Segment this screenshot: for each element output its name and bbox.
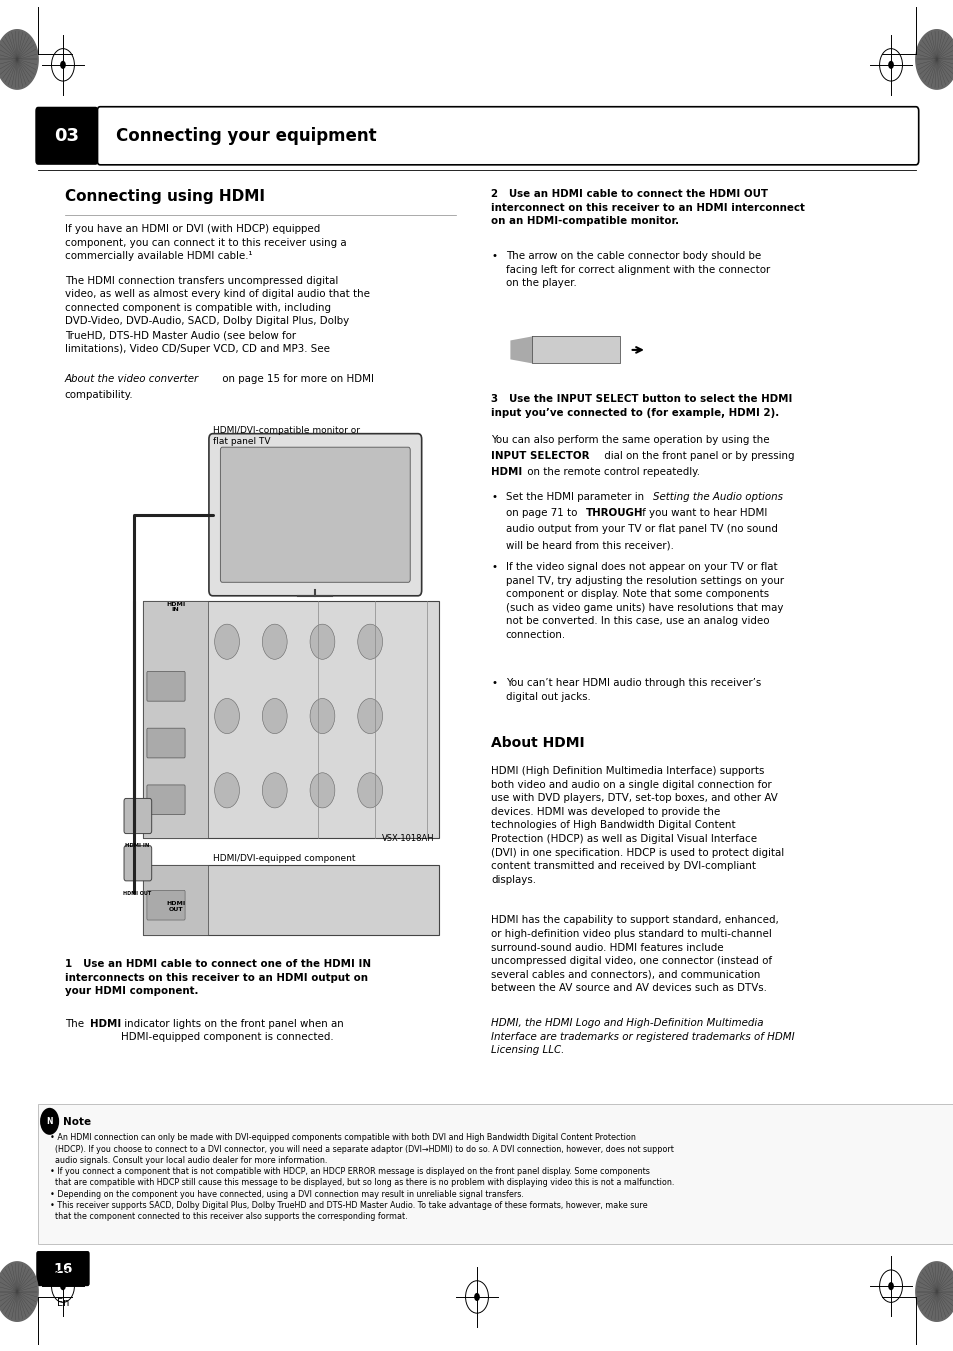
FancyBboxPatch shape <box>124 798 152 834</box>
Text: • If you connect a component that is not compatible with HDCP, an HDCP ERROR mes: • If you connect a component that is not… <box>50 1167 673 1188</box>
Text: HDMI
OUT: HDMI OUT <box>166 901 185 912</box>
Circle shape <box>262 698 287 734</box>
Circle shape <box>214 624 239 659</box>
Polygon shape <box>915 1262 953 1321</box>
FancyBboxPatch shape <box>147 671 185 701</box>
Text: on page 71 to: on page 71 to <box>505 508 579 517</box>
FancyBboxPatch shape <box>143 865 438 935</box>
Circle shape <box>357 773 382 808</box>
Text: 03: 03 <box>54 127 79 145</box>
Text: The HDMI connection transfers uncompressed digital
video, as well as almost ever: The HDMI connection transfers uncompress… <box>65 276 370 354</box>
Text: If the video signal does not appear on your TV or flat
panel TV, try adjusting t: If the video signal does not appear on y… <box>505 562 783 640</box>
Text: will be heard from this receiver).: will be heard from this receiver). <box>505 540 673 550</box>
Circle shape <box>887 1282 893 1290</box>
Circle shape <box>310 698 335 734</box>
Circle shape <box>474 1293 479 1301</box>
Text: if you want to hear HDMI: if you want to hear HDMI <box>636 508 767 517</box>
Text: INPUT SELECTOR: INPUT SELECTOR <box>491 451 589 461</box>
Circle shape <box>887 61 893 69</box>
Text: 2   Use an HDMI cable to connect the HDMI OUT
interconnect on this receiver to a: 2 Use an HDMI cable to connect the HDMI … <box>491 189 804 227</box>
Text: If you have an HDMI or DVI (with HDCP) equipped
component, you can connect it to: If you have an HDMI or DVI (with HDCP) e… <box>65 224 346 262</box>
Text: About HDMI: About HDMI <box>491 736 584 750</box>
FancyBboxPatch shape <box>36 1251 90 1286</box>
Text: VSX-1018AH: VSX-1018AH <box>381 834 434 843</box>
Text: N: N <box>47 1117 52 1125</box>
Text: dial on the front panel or by pressing: dial on the front panel or by pressing <box>600 451 794 461</box>
Circle shape <box>60 61 66 69</box>
Text: HDMI (High Definition Multimedia Interface) supports
both video and audio on a s: HDMI (High Definition Multimedia Interfa… <box>491 766 783 885</box>
Text: HDMI: HDMI <box>90 1019 121 1028</box>
FancyBboxPatch shape <box>35 107 98 165</box>
Text: • An HDMI connection can only be made with DVI-equipped components compatible wi: • An HDMI connection can only be made wi… <box>50 1133 673 1165</box>
Text: •: • <box>491 678 497 688</box>
Polygon shape <box>532 336 619 363</box>
Text: 3   Use the INPUT SELECT button to select the HDMI
input you’ve connected to (fo: 3 Use the INPUT SELECT button to select … <box>491 394 792 417</box>
Text: HDMI OUT: HDMI OUT <box>123 890 152 896</box>
Text: Note: Note <box>63 1117 91 1127</box>
Text: HDMI has the capability to support standard, enhanced,
or high-definition video : HDMI has the capability to support stand… <box>491 916 779 993</box>
FancyBboxPatch shape <box>147 890 185 920</box>
Circle shape <box>40 1108 59 1135</box>
FancyBboxPatch shape <box>38 1104 953 1244</box>
Text: 1   Use an HDMI cable to connect one of the HDMI IN
interconnects on this receiv: 1 Use an HDMI cable to connect one of th… <box>65 959 371 997</box>
Text: on the remote control repeatedly.: on the remote control repeatedly. <box>523 467 699 477</box>
Circle shape <box>214 773 239 808</box>
FancyBboxPatch shape <box>220 447 410 582</box>
Text: HDMI/DVI-compatible monitor or
flat panel TV: HDMI/DVI-compatible monitor or flat pane… <box>213 426 359 446</box>
Circle shape <box>357 698 382 734</box>
FancyBboxPatch shape <box>143 601 208 838</box>
Circle shape <box>214 698 239 734</box>
FancyBboxPatch shape <box>147 728 185 758</box>
Text: • This receiver supports SACD, Dolby Digital Plus, Dolby TrueHD and DTS-HD Maste: • This receiver supports SACD, Dolby Dig… <box>50 1201 646 1221</box>
Polygon shape <box>510 336 532 363</box>
Text: HDMI: HDMI <box>491 467 522 477</box>
Text: HDMI IN: HDMI IN <box>125 843 150 848</box>
FancyBboxPatch shape <box>147 785 185 815</box>
Text: You can also perform the same operation by using the: You can also perform the same operation … <box>491 435 769 458</box>
Text: on page 15 for more on HDMI: on page 15 for more on HDMI <box>219 374 374 384</box>
FancyBboxPatch shape <box>143 865 208 935</box>
Circle shape <box>310 773 335 808</box>
FancyBboxPatch shape <box>97 107 918 165</box>
Polygon shape <box>915 30 953 89</box>
Circle shape <box>357 624 382 659</box>
Text: compatibility.: compatibility. <box>65 390 133 400</box>
Circle shape <box>262 624 287 659</box>
Circle shape <box>262 773 287 808</box>
Circle shape <box>310 624 335 659</box>
Text: indicator lights on the front panel when an
HDMI-equipped component is connected: indicator lights on the front panel when… <box>121 1019 343 1042</box>
FancyBboxPatch shape <box>209 434 421 596</box>
Text: You can’t hear HDMI audio through this receiver’s
digital out jacks.: You can’t hear HDMI audio through this r… <box>505 678 760 701</box>
Text: Set the HDMI parameter in: Set the HDMI parameter in <box>505 492 646 501</box>
Text: The: The <box>65 1019 87 1028</box>
FancyBboxPatch shape <box>124 846 152 881</box>
Text: audio output from your TV or flat panel TV (no sound: audio output from your TV or flat panel … <box>505 524 777 534</box>
Text: En: En <box>57 1298 69 1308</box>
Text: HDMI, the HDMI Logo and High-Definition Multimedia
Interface are trademarks or r: HDMI, the HDMI Logo and High-Definition … <box>491 1019 794 1055</box>
FancyBboxPatch shape <box>143 601 438 838</box>
Text: Setting the Audio options: Setting the Audio options <box>653 492 782 501</box>
Text: •: • <box>491 251 497 261</box>
Text: • Depending on the component you have connected, using a DVI connection may resu: • Depending on the component you have co… <box>50 1189 523 1198</box>
Text: Connecting your equipment: Connecting your equipment <box>116 127 376 145</box>
Circle shape <box>60 1282 66 1290</box>
Text: About the video converter: About the video converter <box>65 374 199 384</box>
Text: •: • <box>491 562 497 571</box>
Text: The arrow on the cable connector body should be
facing left for correct alignmen: The arrow on the cable connector body sh… <box>505 251 769 289</box>
Polygon shape <box>0 1262 38 1321</box>
Text: Connecting using HDMI: Connecting using HDMI <box>65 189 265 204</box>
Text: 16: 16 <box>53 1262 72 1275</box>
Text: HDMI/DVI-equipped component: HDMI/DVI-equipped component <box>213 854 355 863</box>
Text: THROUGH: THROUGH <box>585 508 642 517</box>
Text: HDMI
IN: HDMI IN <box>166 601 185 612</box>
Text: •: • <box>491 492 497 501</box>
Polygon shape <box>0 30 38 89</box>
